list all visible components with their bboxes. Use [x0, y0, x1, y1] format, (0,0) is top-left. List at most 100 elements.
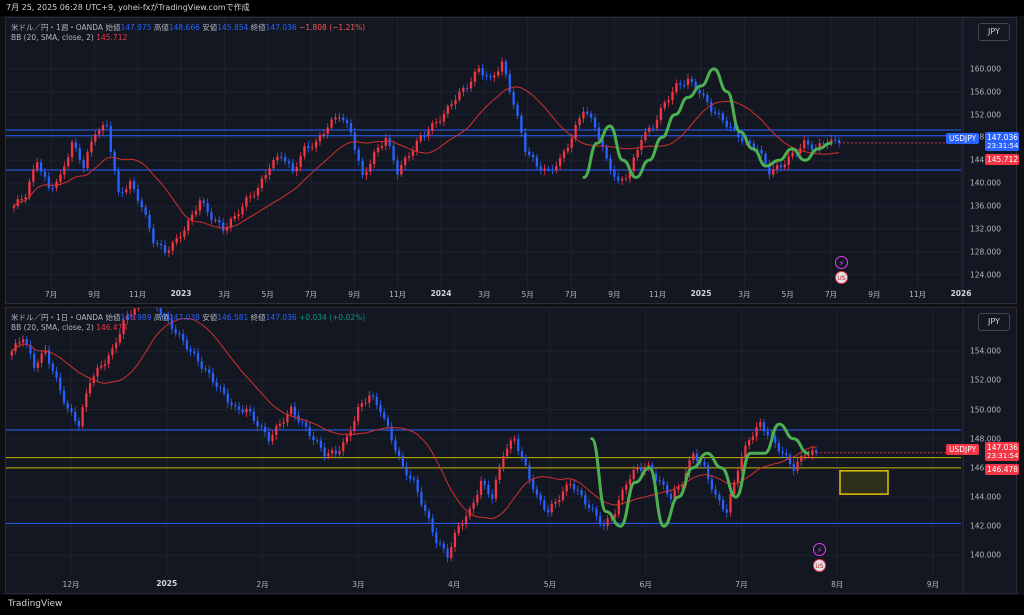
tradingview-logo-icon: TradingView [8, 599, 62, 609]
candle-body [405, 466, 408, 476]
bb-legend-weekly[interactable]: BB (20, SMA, close, 2) 145.712 [11, 33, 127, 42]
candle-body [562, 151, 566, 158]
candle-body [587, 504, 591, 508]
time-tick: 9月 [348, 290, 361, 299]
candle-body [502, 456, 505, 467]
candle-body [218, 220, 221, 223]
legend-symbol[interactable]: 米ドル／円・1週・OANDA [11, 23, 104, 32]
candle-body [276, 156, 279, 161]
candle-body [237, 214, 240, 217]
price-tick: 160.000 [970, 64, 1002, 74]
candle-body [818, 143, 821, 149]
bb-legend-daily[interactable]: BB (20, SMA, close, 2) 146.478 [11, 323, 127, 332]
candle-body [132, 181, 136, 189]
candle-body [756, 149, 759, 151]
candle-body [669, 494, 673, 499]
chart-pane-daily[interactable]: 米ドル／円・1日・OANDA 始値146.989 高値147.038 安値146… [5, 307, 1019, 594]
candle-body [762, 422, 766, 432]
candle-body [779, 165, 783, 168]
candle-body [221, 222, 225, 231]
candle-body [493, 75, 496, 78]
candle-body [505, 448, 509, 457]
candle-body [74, 411, 77, 421]
candle-body [163, 314, 166, 316]
candle-body [249, 196, 252, 198]
candle-body [520, 451, 524, 457]
candle-body [307, 146, 310, 149]
candle-body [586, 111, 589, 114]
candle-body [595, 508, 598, 517]
close-label: 終値 [250, 313, 266, 322]
high-value: 148.666 [168, 23, 200, 32]
chart-pane-weekly[interactable]: 米ドル／円・1週・OANDA 始値147.975 高値148.666 安値145… [5, 17, 1019, 304]
candle-body [36, 162, 39, 170]
candle-body [550, 503, 553, 513]
candle-body [446, 106, 449, 114]
time-tick: 2026 [950, 289, 972, 298]
time-tick: 5月 [781, 290, 794, 299]
lightning-icon[interactable]: ⚡ [813, 543, 826, 556]
time-tick: 5月 [521, 290, 534, 299]
chart-canvas-weekly[interactable] [6, 18, 1016, 303]
candle-body [632, 157, 635, 172]
candle-body [692, 453, 695, 461]
candle-body [613, 170, 616, 177]
candle-body [481, 68, 484, 76]
candle-body [100, 365, 103, 368]
candle-body [233, 216, 236, 219]
candle-body [36, 362, 40, 368]
candle-body [509, 440, 512, 449]
price-tick: 142.000 [970, 521, 1002, 531]
candle-body [163, 245, 167, 253]
low-value: 145.854 [217, 23, 249, 32]
candle-body [388, 137, 391, 146]
candle-body [271, 434, 274, 442]
time-tick: 3月 [738, 290, 751, 299]
candle-body [353, 132, 356, 150]
candle-body [282, 422, 285, 424]
candle-body [682, 84, 686, 86]
candle-body [662, 481, 665, 485]
candle-body [688, 460, 691, 474]
chart-canvas-daily[interactable] [6, 308, 1016, 593]
time-tick: 12月 [62, 580, 80, 589]
candle-body [178, 333, 181, 335]
candle-body [628, 171, 632, 179]
lightning-icon[interactable]: ⚡ [835, 256, 848, 269]
candle-body [775, 165, 779, 170]
candle-body [566, 147, 570, 152]
currency-badge[interactable]: JPY [978, 23, 1010, 41]
candle-body [215, 382, 218, 388]
time-tick: 9月 [88, 290, 101, 299]
candle-body [597, 127, 601, 140]
candle-body [498, 466, 501, 480]
us-flag-icon[interactable]: US [813, 559, 826, 572]
us-flag-icon[interactable]: US [835, 271, 848, 284]
candle-body [375, 396, 378, 405]
candle-body [454, 99, 457, 105]
candle-body [190, 214, 194, 221]
candle-body [535, 489, 538, 495]
candle-body [133, 308, 136, 315]
candle-body [450, 104, 453, 107]
candle-body [733, 482, 736, 495]
time-tick: 3月 [478, 290, 491, 299]
candle-body [621, 490, 624, 501]
candle-body [457, 525, 460, 534]
candle-body [260, 178, 264, 189]
open-value: 147.975 [120, 23, 152, 32]
candle-body [468, 508, 471, 517]
candle-body [179, 236, 182, 239]
candle-body [424, 504, 427, 512]
ohlc-legend-daily: 米ドル／円・1日・OANDA 始値146.989 高値147.038 安値146… [11, 312, 365, 323]
candle-body [431, 123, 434, 131]
candle-body [194, 210, 198, 215]
currency-badge[interactable]: JPY [978, 313, 1010, 331]
candle-body [593, 117, 597, 128]
candle-body [783, 164, 786, 168]
candle-body [472, 502, 475, 509]
candle-body [268, 168, 271, 176]
candle-body [357, 406, 360, 422]
candle-body [713, 111, 717, 114]
legend-symbol[interactable]: 米ドル／円・1日・OANDA [11, 313, 104, 322]
